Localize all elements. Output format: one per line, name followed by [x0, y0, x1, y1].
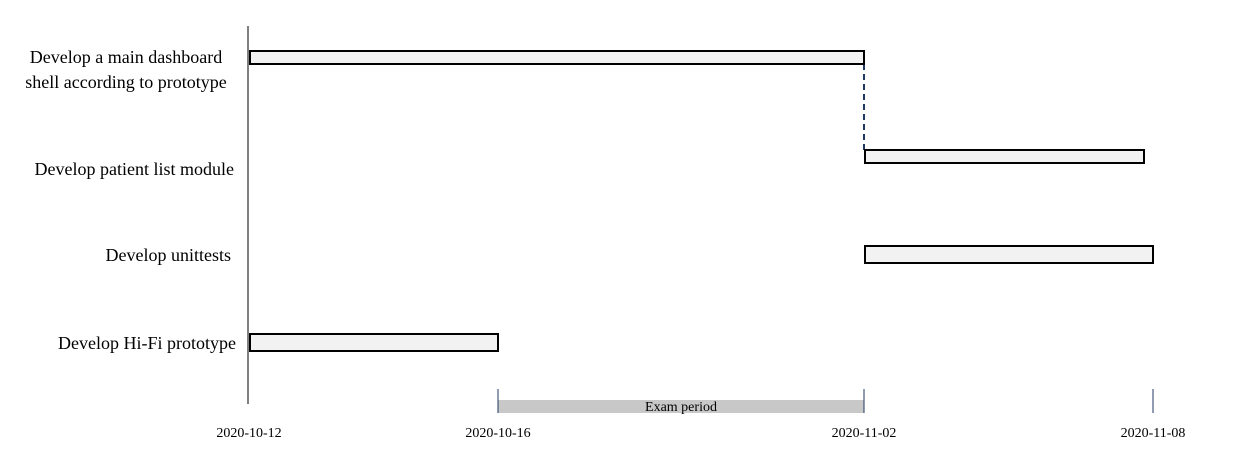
exam-period: Exam period [498, 400, 864, 415]
task-label: Develop a main dashboard [30, 47, 222, 67]
task-bars [249, 50, 1154, 352]
task-label: Develop patient list module [35, 159, 234, 179]
task-bar [864, 149, 1145, 164]
x-tick-label: 2020-11-08 [1121, 426, 1186, 441]
task-label: shell according to prototype [25, 72, 226, 92]
x-tick-label: 2020-10-16 [465, 426, 530, 441]
task-bar [249, 50, 865, 65]
exam-period-band [498, 400, 864, 413]
x-tick-label: 2020-10-12 [216, 426, 281, 441]
task-labels: Develop a main dashboard shell according … [25, 47, 236, 353]
exam-period-label: Exam period [645, 400, 717, 415]
x-tick-label: 2020-11-02 [832, 426, 897, 441]
task-label: Develop Hi-Fi prototype [58, 333, 236, 353]
task-bar [249, 333, 499, 352]
x-axis-ticks: 2020-10-12 2020-10-16 2020-11-02 2020-11-08 [216, 389, 1185, 441]
task-bar [864, 245, 1154, 264]
task-label: Develop unittests [106, 245, 231, 265]
